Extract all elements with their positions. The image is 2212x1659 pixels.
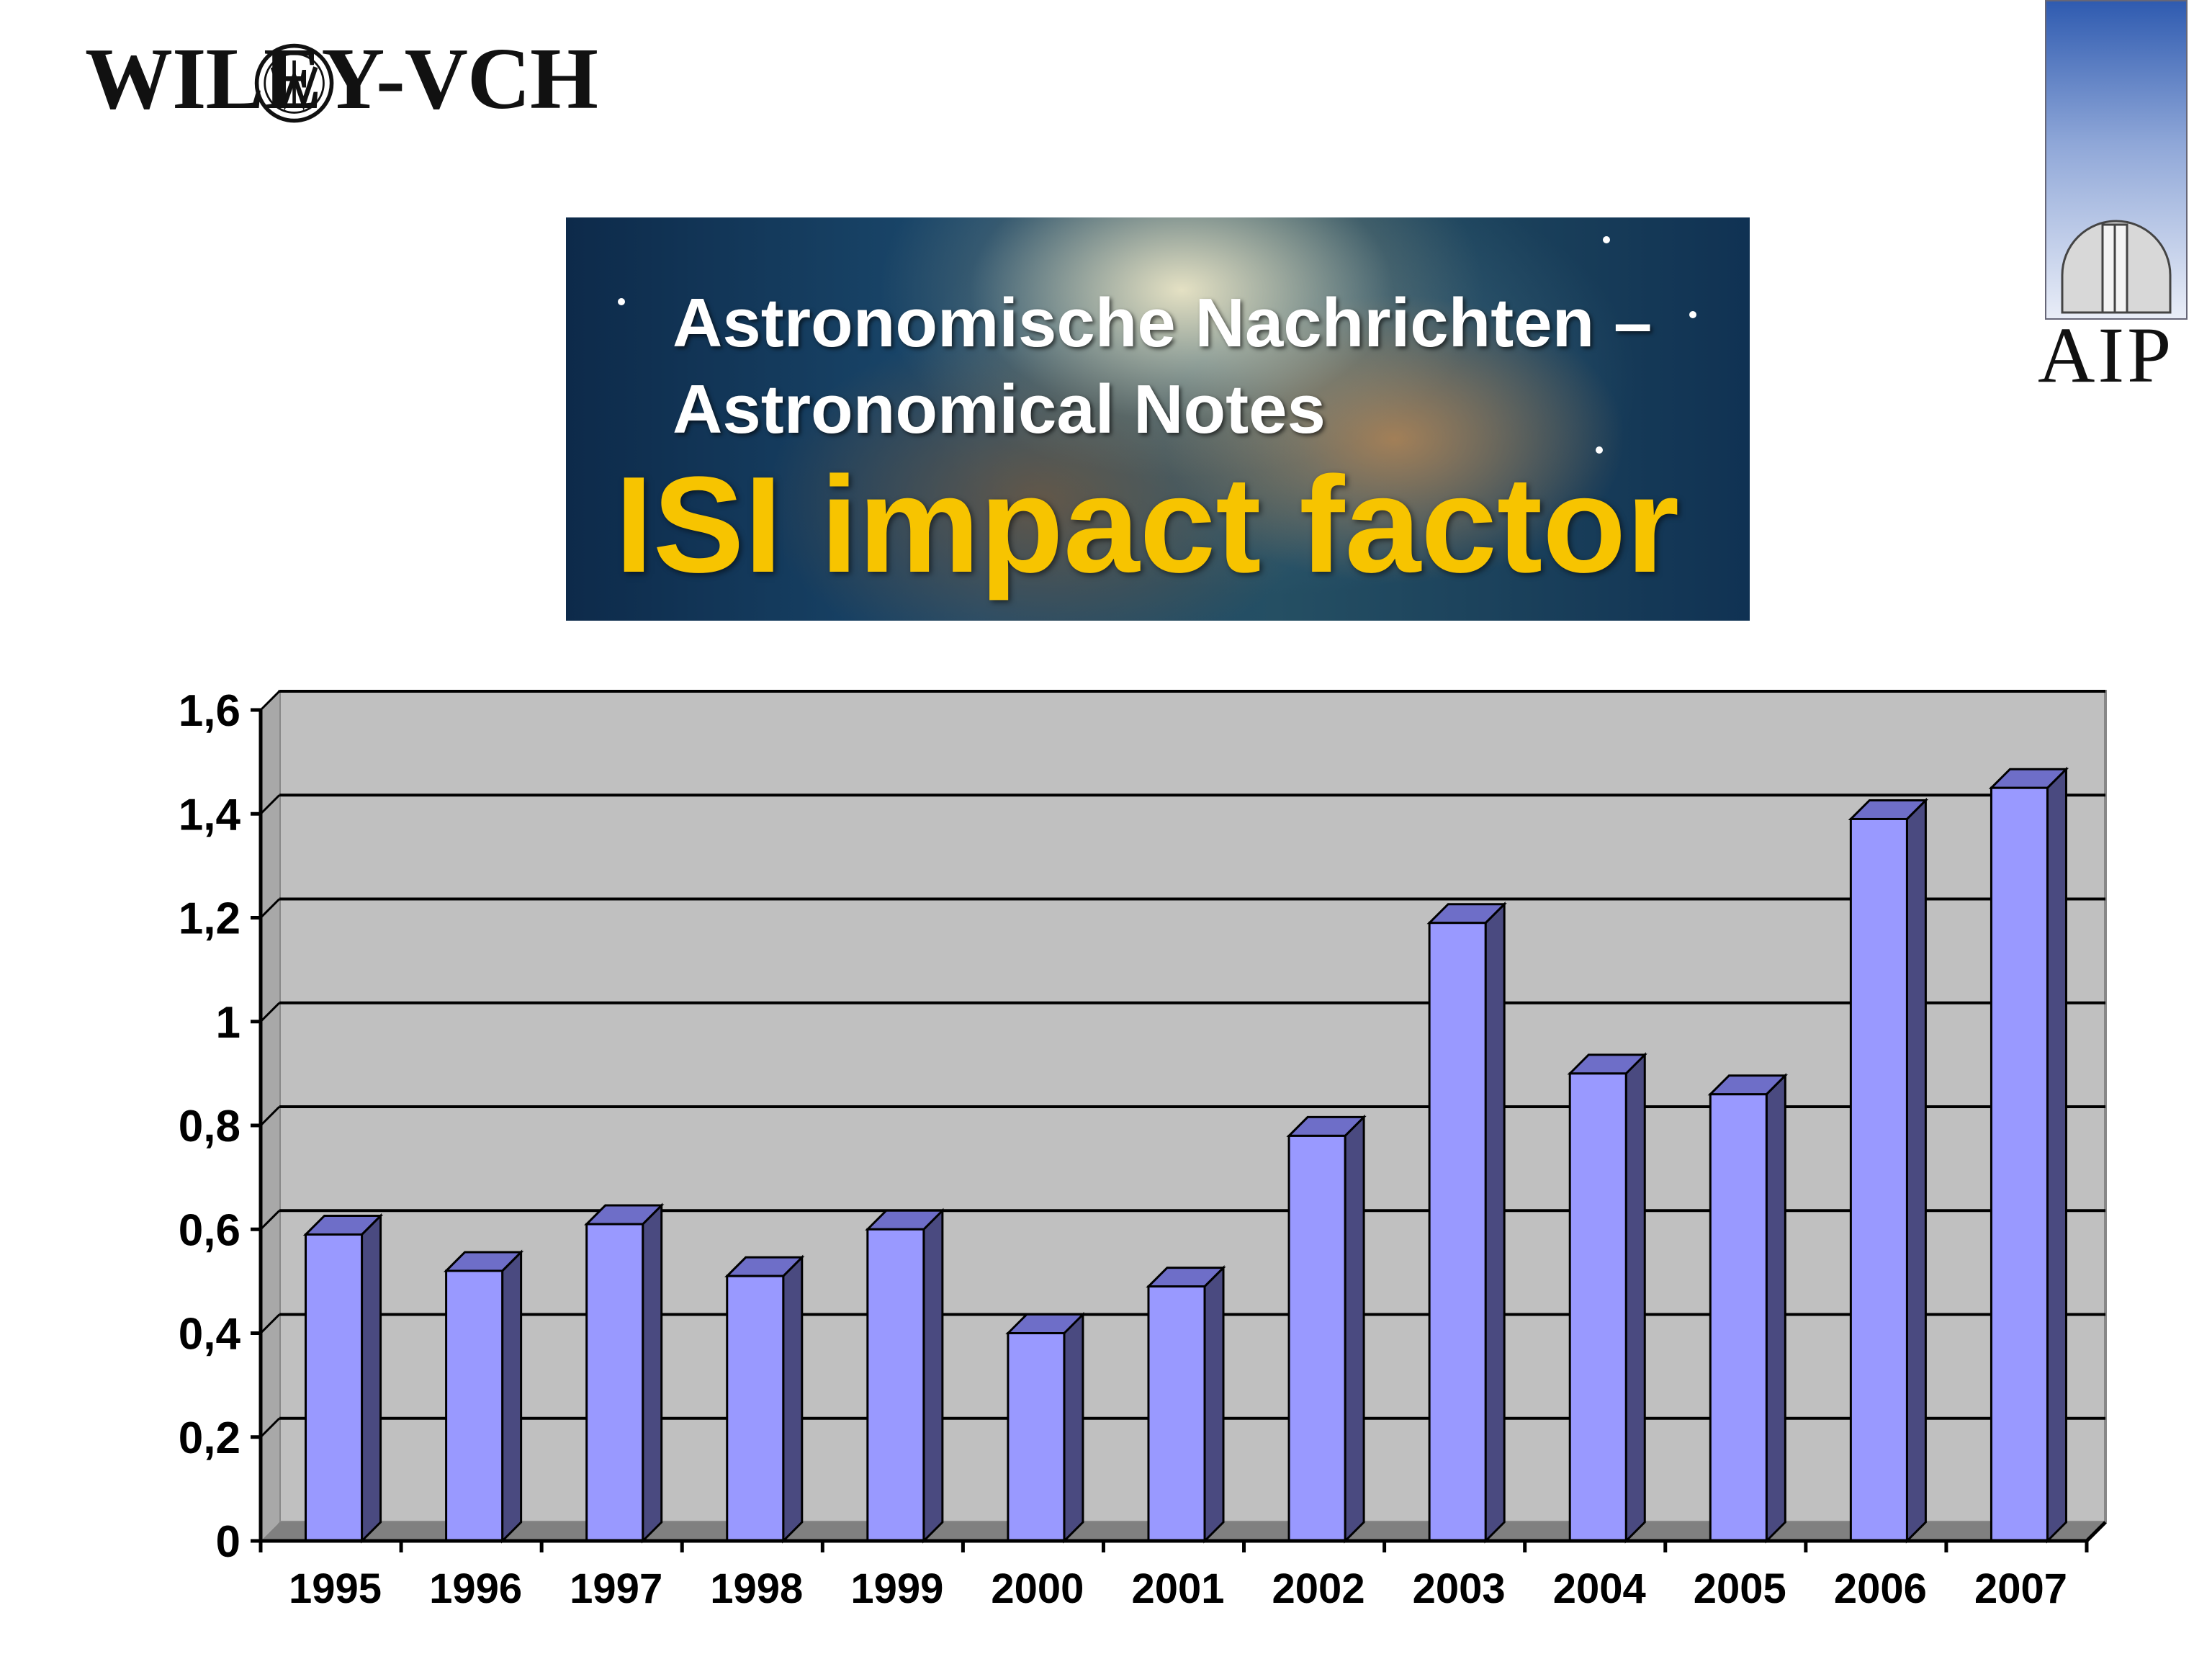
star-icon [1596, 446, 1603, 454]
bar-2004 [1567, 1052, 1647, 1544]
bar-front [1990, 786, 2049, 1542]
banner-heading: ISI impact factor [615, 449, 1680, 601]
bar-front [726, 1274, 785, 1542]
y-tick-label: 0,4 [179, 1310, 241, 1359]
bar-side [2046, 766, 2067, 1544]
bar-front [1428, 922, 1487, 1542]
bar-front [1709, 1093, 1768, 1542]
bar-2001 [1146, 1264, 1226, 1544]
bar-front [1287, 1134, 1346, 1542]
bar-side [1765, 1073, 1786, 1544]
x-tick-label: 2005 [1694, 1565, 1786, 1612]
bar-front [305, 1233, 364, 1542]
star-icon [1603, 236, 1610, 243]
bar-2005 [1707, 1073, 1788, 1544]
x-tick-label: 1996 [429, 1565, 522, 1612]
y-tick-label: 0,8 [179, 1102, 240, 1151]
bar-side [782, 1254, 804, 1544]
gridline [259, 1210, 281, 1231]
bar-side [1203, 1264, 1225, 1544]
bar-side [501, 1249, 523, 1544]
bar-1995 [302, 1213, 384, 1544]
aip-logo: AIP [2038, 311, 2175, 399]
journal-banner: Astronomische Nachrichten – Astronomical… [566, 217, 1750, 621]
x-tick-label: 2006 [1834, 1565, 1927, 1612]
x-tick-label: 2003 [1413, 1565, 1506, 1612]
bar-2002 [1286, 1114, 1367, 1544]
x-tick-label: 2007 [1974, 1565, 2067, 1612]
bar-front [866, 1228, 925, 1542]
y-tick-label: 1,6 [179, 686, 240, 736]
bar-2006 [1848, 797, 1929, 1544]
y-tick-label: 1,2 [179, 894, 240, 944]
bar-side [1063, 1311, 1084, 1544]
gridline [259, 898, 281, 919]
y-tick-label: 0,2 [179, 1413, 240, 1463]
bar-side [1624, 1052, 1646, 1544]
gridline [259, 1002, 281, 1022]
bar-side [361, 1213, 382, 1544]
x-tick-label: 1998 [710, 1565, 803, 1612]
banner-title-german: Astronomische Nachrichten – [673, 284, 1653, 361]
gridline [259, 1417, 281, 1438]
bar-1997 [584, 1202, 665, 1544]
x-tick-label: 1997 [570, 1565, 662, 1612]
star-icon [618, 298, 625, 305]
y-tick-label: 1 [216, 998, 240, 1048]
wiley-vch-logo: WILEY-VCH [85, 30, 598, 127]
bar-2003 [1426, 902, 1507, 1544]
y-tick-label: 1,4 [179, 790, 241, 840]
bar-front [1147, 1285, 1206, 1542]
bar-front [1007, 1332, 1066, 1542]
x-tick-label: 1999 [850, 1565, 943, 1612]
bar-front [1849, 817, 1908, 1542]
x-tick-label: 2002 [1272, 1565, 1365, 1612]
wiley-seal-icon [254, 43, 334, 123]
x-tick-label: 2004 [1553, 1565, 1646, 1612]
x-axis-depth [2085, 1521, 2107, 1542]
bar-2000 [1005, 1311, 1086, 1544]
star-icon [1689, 311, 1696, 318]
gridline [259, 1105, 281, 1127]
bar-2007 [1988, 766, 2069, 1544]
bar-front [585, 1223, 644, 1542]
x-tick-label: 2001 [1131, 1565, 1224, 1612]
gridline [259, 794, 281, 815]
bar-1998 [724, 1254, 805, 1544]
y-tick-label: 0,6 [179, 1205, 240, 1255]
aip-observatory-icon [2045, 0, 2188, 320]
banner-title-english: Astronomical Notes [673, 371, 1326, 448]
gridline [259, 690, 281, 711]
bar-1996 [443, 1249, 524, 1544]
bar-front [1568, 1072, 1627, 1542]
x-tick-label: 2000 [991, 1565, 1084, 1612]
bar-front [445, 1269, 504, 1542]
bar-side [1484, 902, 1506, 1544]
bar-1999 [865, 1208, 945, 1544]
bar-side [1905, 797, 1927, 1544]
bar-side [922, 1208, 944, 1544]
gridline [259, 1313, 281, 1334]
bar-side [1344, 1114, 1365, 1544]
y-tick-label: 0 [216, 1517, 240, 1567]
bar-side [642, 1202, 663, 1544]
x-tick-label: 1995 [289, 1565, 382, 1612]
